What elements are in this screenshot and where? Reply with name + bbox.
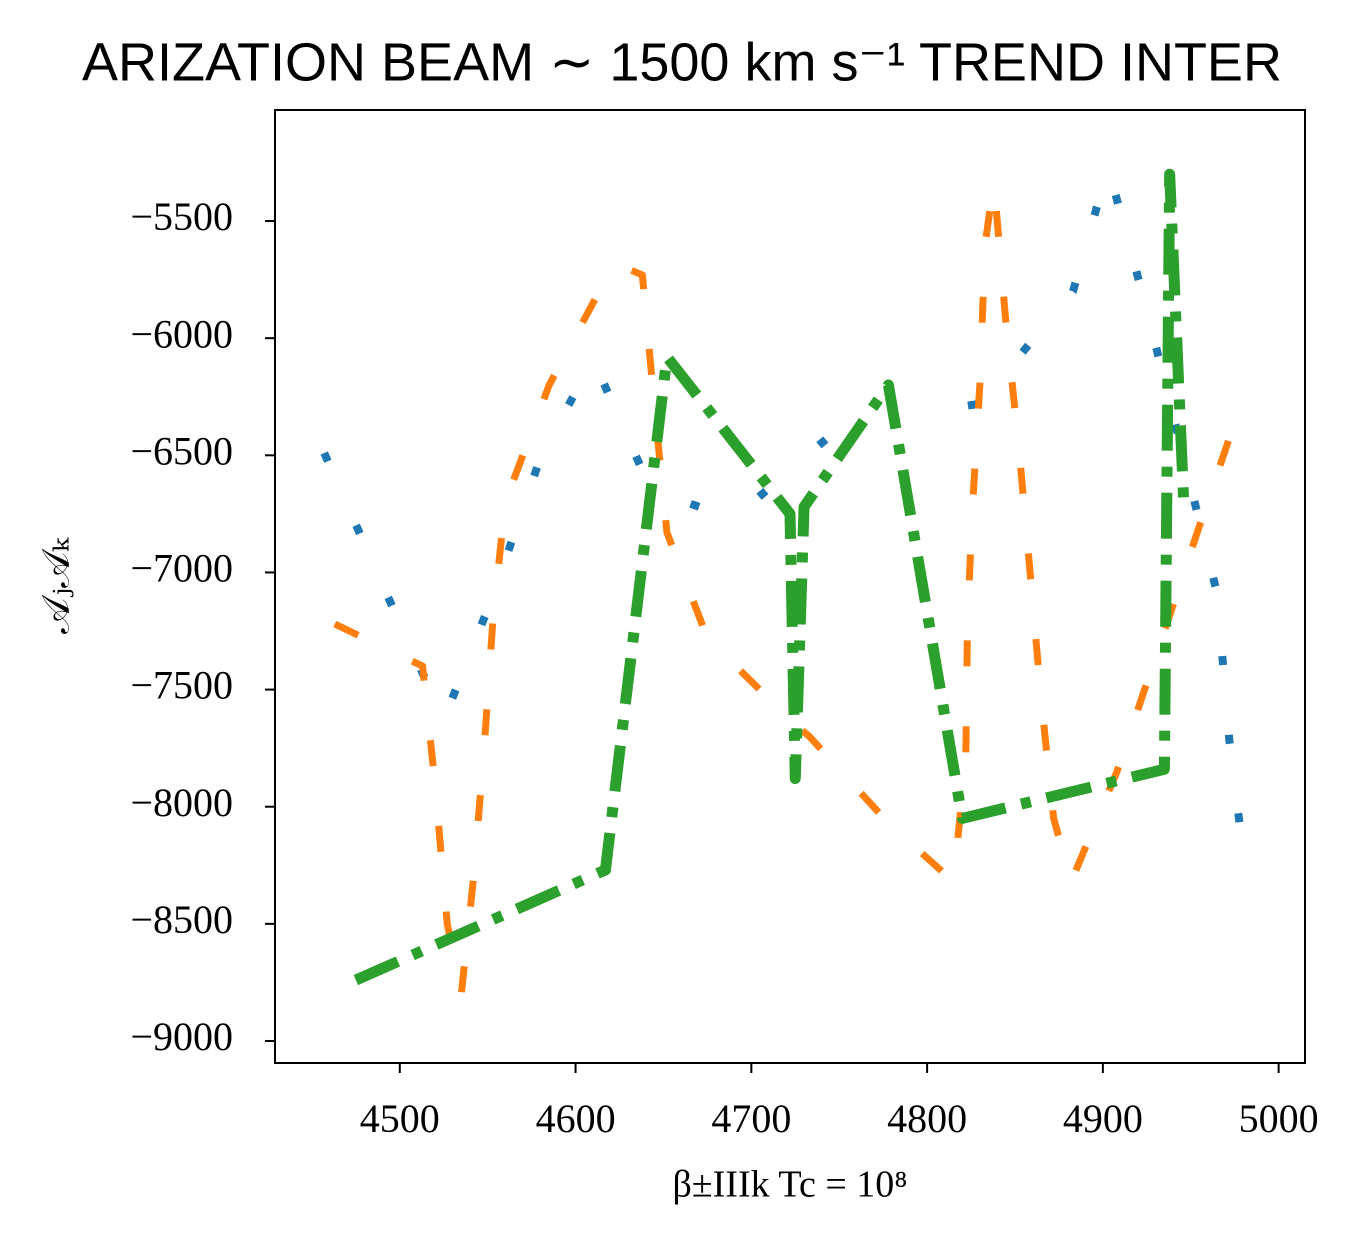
x-tick-label: 4700 xyxy=(711,1096,791,1141)
x-tick-label: 4900 xyxy=(1063,1096,1143,1141)
series-line xyxy=(333,177,1247,998)
y-axis-label: 𝒜ⱼ𝒜ₖ xyxy=(36,537,78,634)
x-tick-label: 4800 xyxy=(887,1096,967,1141)
x-axis-label: β±IIIk Tc = 10⁸ xyxy=(672,1164,907,1206)
plot-frame xyxy=(274,109,1306,1064)
x-tick-label: 4500 xyxy=(360,1096,440,1141)
chart-title: ARIZATION BEAM ∼ 1500 km s⁻¹ TREND INTER xyxy=(82,32,1282,92)
y-tick-label: −6500 xyxy=(130,428,233,473)
y-tick-label: −7500 xyxy=(130,663,233,708)
y-tick-label: −8000 xyxy=(130,780,233,825)
y-tick-label: −5500 xyxy=(130,194,233,239)
y-tick-label: −6000 xyxy=(130,311,233,356)
y-tick-label: −8500 xyxy=(130,897,233,942)
series-line xyxy=(353,168,1190,986)
x-tick-label: 4600 xyxy=(536,1096,616,1141)
y-tick-label: −7000 xyxy=(130,546,233,591)
x-tick-label: 5000 xyxy=(1239,1096,1319,1141)
y-tick-label: −9000 xyxy=(130,1014,233,1059)
